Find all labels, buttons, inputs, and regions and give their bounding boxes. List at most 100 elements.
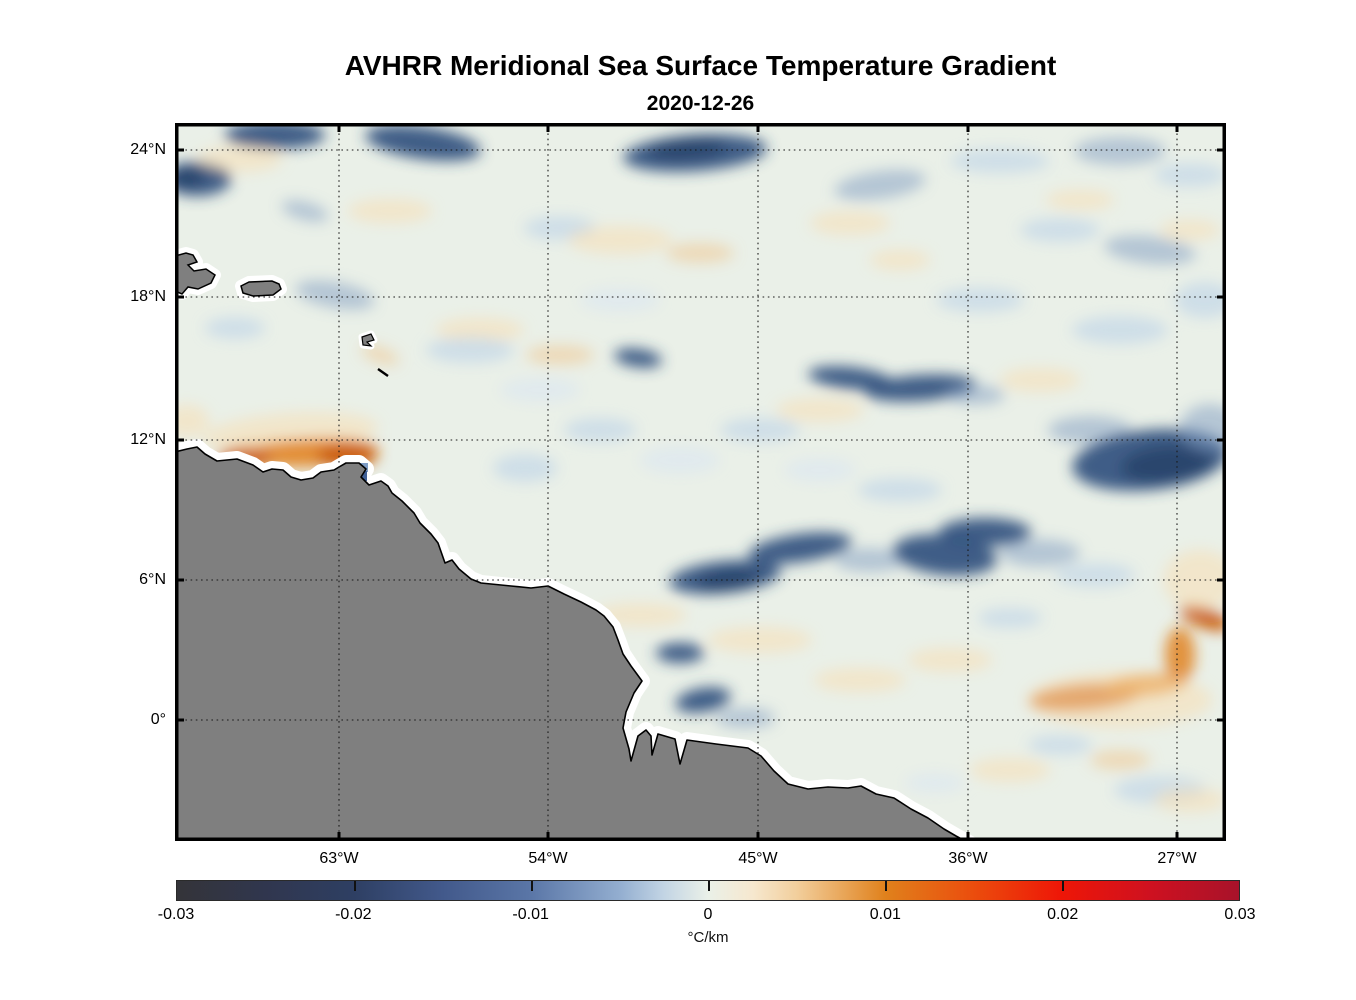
small-island (377, 368, 389, 377)
colorbar-tick-label: -0.03 (157, 906, 195, 923)
y-tick-label: 18°N (130, 288, 166, 305)
field-blob (175, 405, 209, 437)
caribbean-island (175, 252, 216, 295)
field-blob (175, 167, 205, 187)
field-blob (198, 146, 282, 172)
x-tick-label: 45°W (738, 850, 778, 867)
colorbar (176, 880, 1240, 901)
field-blob (810, 211, 890, 235)
field-blob (808, 366, 892, 390)
field-blob (666, 243, 734, 263)
field-blob (1090, 750, 1150, 770)
south-america-landmass (175, 446, 967, 841)
field-blob (426, 337, 514, 363)
y-tick-label: 24°N (130, 141, 166, 158)
field-blob (970, 758, 1050, 782)
colorbar-tick-mark (530, 881, 533, 891)
field-blob (1000, 539, 1080, 567)
field-blob (1175, 282, 1226, 318)
field-blob (568, 226, 672, 254)
field-blob (978, 608, 1042, 628)
field-blob (526, 345, 594, 365)
colorbar-tick-mark (885, 881, 888, 891)
y-tick-label: 6°N (139, 571, 166, 588)
field-blob (1180, 605, 1226, 631)
gridlines (175, 123, 1226, 841)
field-blob (1160, 220, 1220, 240)
field-blob (776, 398, 864, 422)
colorbar-tick-mark (708, 881, 710, 891)
field-blob (945, 385, 1005, 405)
field-blob (936, 288, 1024, 312)
field-blob (1028, 735, 1092, 755)
field-blob (1180, 404, 1226, 452)
field-blob (814, 668, 906, 692)
field-blob (436, 318, 524, 342)
field-blob (493, 454, 557, 482)
sst-field-blobs (175, 123, 1226, 812)
colorbar-tick-label: -0.01 (512, 906, 549, 923)
field-blob (1072, 316, 1168, 344)
chart-title: AVHRR Meridional Sea Surface Temperature… (344, 50, 1057, 81)
field-blob (834, 548, 906, 572)
x-tick-label: 54°W (528, 850, 568, 867)
field-blob (858, 478, 942, 502)
colorbar-tick-label: 0 (703, 906, 713, 923)
x-tick-label: 63°W (319, 850, 359, 867)
small-island (361, 333, 375, 347)
map-plot-area (175, 123, 1226, 841)
colorbar-tick-mark (1061, 881, 1064, 891)
colorbar-tick-mark (354, 881, 357, 891)
sst-gradient-map (175, 123, 1226, 841)
field-blob (870, 250, 930, 270)
y-tick-label: 12°N (130, 431, 166, 448)
field-blob (614, 348, 662, 368)
field-blob (1020, 218, 1100, 242)
colorbar-tick-label: 0.03 (1224, 906, 1256, 923)
colorbar-tick-label: 0.02 (1047, 906, 1079, 923)
field-blob (1074, 137, 1166, 165)
field-blob (950, 149, 1050, 173)
x-tick-label: 36°W (948, 850, 988, 867)
colorbar-unit-label: °C/km (687, 929, 729, 946)
field-blob (1154, 788, 1226, 812)
field-blob (1055, 563, 1135, 587)
field-blob (1048, 416, 1132, 444)
field-blob (905, 773, 965, 793)
field-blob (784, 458, 856, 482)
field-blob (1154, 163, 1226, 187)
y-tick-label: 0° (150, 711, 166, 728)
field-blob (939, 518, 1031, 546)
field-blob (834, 169, 926, 201)
field-blob (748, 532, 852, 564)
field-blob (1104, 235, 1196, 265)
field-blob (225, 123, 325, 149)
coastal-data-pixel (360, 471, 367, 481)
field-blob (365, 125, 481, 161)
caribbean-island (240, 280, 282, 297)
field-blob (1165, 627, 1195, 683)
field-blob (708, 627, 812, 653)
field-blob (1046, 190, 1114, 210)
land-mask (175, 247, 977, 841)
chart-subtitle: 2020-12-26 (646, 92, 755, 115)
field-blob (1121, 445, 1213, 483)
field-blob (675, 687, 731, 713)
field-blob (1000, 368, 1080, 392)
field-blob (348, 199, 432, 223)
field-blob (361, 344, 399, 366)
field-blob (720, 418, 800, 442)
field-blob (640, 446, 720, 474)
field-blob (281, 200, 329, 222)
field-blob (564, 418, 636, 442)
field-blob (696, 569, 760, 591)
x-tick-label: 27°W (1157, 850, 1197, 867)
field-blob (1028, 672, 1212, 728)
field-blob (500, 378, 580, 402)
field-blob (580, 288, 660, 312)
field-blob (647, 138, 727, 160)
field-blob (715, 708, 775, 728)
field-blob (656, 643, 704, 663)
plot-frame (175, 123, 1226, 841)
